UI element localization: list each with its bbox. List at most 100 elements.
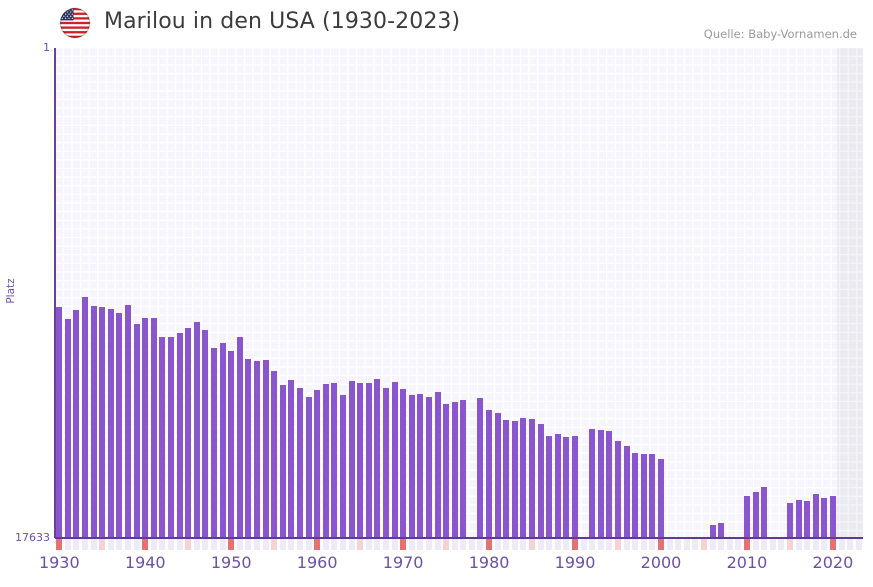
x-tick-blank: [322, 539, 329, 550]
x-tick-blank: [382, 539, 389, 550]
x-tick-blank: [597, 539, 604, 550]
bar[interactable]: [649, 454, 656, 537]
x-tick-blank: [537, 539, 544, 550]
bar[interactable]: [391, 382, 398, 537]
x-tick-blank: [589, 539, 596, 550]
bar[interactable]: [193, 322, 200, 537]
bar[interactable]: [786, 503, 793, 537]
bar[interactable]: [451, 402, 458, 537]
bar[interactable]: [597, 430, 604, 537]
bar[interactable]: [520, 418, 527, 537]
bar[interactable]: [125, 305, 132, 537]
bar[interactable]: [821, 498, 828, 537]
bar[interactable]: [168, 337, 175, 537]
bar[interactable]: [116, 313, 123, 537]
bar[interactable]: [511, 421, 518, 537]
bar[interactable]: [365, 383, 372, 537]
bar[interactable]: [417, 394, 424, 537]
bar[interactable]: [804, 501, 811, 537]
bar[interactable]: [829, 496, 836, 537]
bar[interactable]: [529, 419, 536, 537]
bar[interactable]: [73, 310, 80, 537]
bar[interactable]: [709, 525, 716, 537]
bar[interactable]: [434, 392, 441, 537]
bar[interactable]: [632, 453, 639, 537]
bar[interactable]: [305, 397, 312, 537]
bar[interactable]: [219, 343, 226, 537]
x-tick-blank: [718, 539, 725, 550]
x-tick-blank: [752, 539, 759, 550]
bar[interactable]: [503, 420, 510, 537]
bar[interactable]: [572, 436, 579, 537]
bar[interactable]: [314, 390, 321, 537]
bar[interactable]: [494, 413, 501, 537]
bar[interactable]: [348, 381, 355, 537]
y-axis-top-label: 1: [43, 41, 50, 54]
bar[interactable]: [279, 385, 286, 537]
bar[interactable]: [477, 398, 484, 537]
bar[interactable]: [812, 494, 819, 537]
x-tick-blank: [821, 539, 828, 550]
bar[interactable]: [382, 388, 389, 537]
bar[interactable]: [554, 434, 561, 537]
bar[interactable]: [752, 492, 759, 537]
bar[interactable]: [211, 348, 218, 537]
bar[interactable]: [657, 459, 664, 537]
bar[interactable]: [262, 360, 269, 537]
bar[interactable]: [563, 437, 570, 537]
bar[interactable]: [176, 333, 183, 537]
bar[interactable]: [142, 318, 149, 537]
x-tick-blank: [546, 539, 553, 550]
x-tick-major: [228, 539, 235, 550]
y-axis-title: Platz: [5, 278, 17, 304]
bar[interactable]: [64, 319, 71, 537]
bar[interactable]: [56, 307, 63, 537]
bar[interactable]: [623, 446, 630, 537]
bar[interactable]: [408, 395, 415, 537]
x-tick-major: [486, 539, 493, 550]
bar[interactable]: [743, 496, 750, 537]
bar[interactable]: [640, 454, 647, 537]
x-tick-blank: [761, 539, 768, 550]
bar[interactable]: [615, 441, 622, 537]
bar[interactable]: [245, 359, 252, 537]
bar[interactable]: [537, 424, 544, 537]
bar[interactable]: [202, 330, 209, 537]
y-axis-line: [54, 48, 56, 538]
bar[interactable]: [761, 487, 768, 537]
bar[interactable]: [460, 400, 467, 537]
bar[interactable]: [400, 389, 407, 537]
bar[interactable]: [236, 337, 243, 537]
bar[interactable]: [546, 436, 553, 537]
bar[interactable]: [159, 337, 166, 537]
bar[interactable]: [133, 324, 140, 537]
bar[interactable]: [185, 328, 192, 537]
bar[interactable]: [228, 351, 235, 537]
x-tick-minor: [700, 539, 707, 550]
bar[interactable]: [82, 297, 89, 537]
bar[interactable]: [357, 383, 364, 537]
us-flag-icon: [60, 8, 90, 38]
bar[interactable]: [339, 395, 346, 537]
bar[interactable]: [253, 361, 260, 537]
bar[interactable]: [296, 388, 303, 537]
x-tick-blank: [133, 539, 140, 550]
bar[interactable]: [795, 500, 802, 537]
bar[interactable]: [486, 410, 493, 537]
bar[interactable]: [718, 523, 725, 537]
bar[interactable]: [589, 429, 596, 537]
bar[interactable]: [322, 384, 329, 537]
bar[interactable]: [107, 309, 114, 537]
bar[interactable]: [90, 306, 97, 537]
bar[interactable]: [271, 371, 278, 537]
bar[interactable]: [99, 307, 106, 537]
bar[interactable]: [331, 383, 338, 537]
bar[interactable]: [606, 431, 613, 537]
bar[interactable]: [425, 397, 432, 537]
bar[interactable]: [374, 379, 381, 537]
bar[interactable]: [443, 404, 450, 537]
chart-title: Marilou in den USA (1930-2023): [104, 9, 461, 34]
x-tick-minor: [271, 539, 278, 550]
bar[interactable]: [288, 380, 295, 537]
bar[interactable]: [150, 318, 157, 537]
